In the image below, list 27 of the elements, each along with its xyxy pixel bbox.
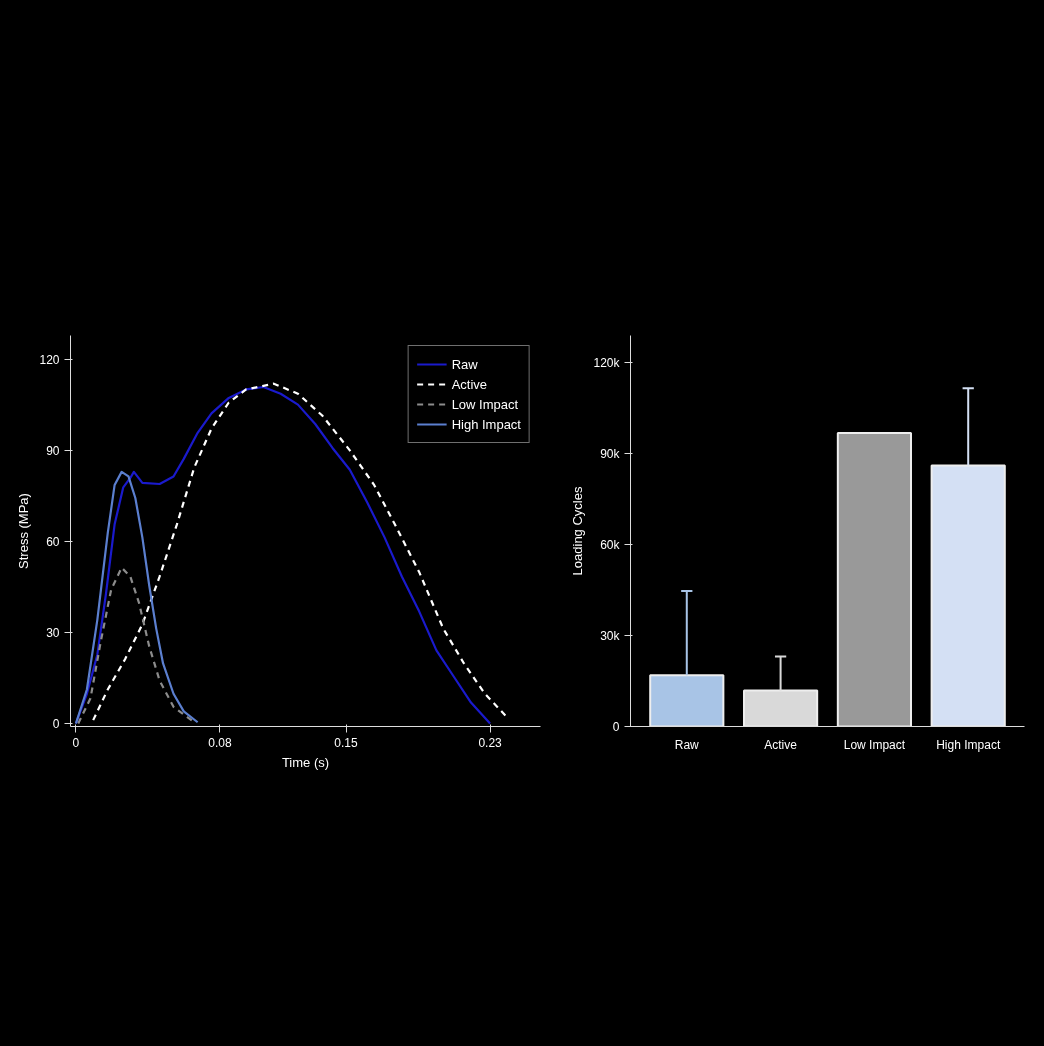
- x-tick-label: 0: [72, 735, 80, 750]
- y-tick-label: 30k: [600, 628, 621, 643]
- y-axis-title: Loading Cycles: [570, 486, 586, 576]
- x-tick-label: Raw: [674, 737, 700, 752]
- y-tick-label: 0: [52, 716, 60, 731]
- x-tick-label: 0.08: [208, 735, 232, 750]
- y-tick-label: 60k: [600, 537, 621, 552]
- y-tick-label: 120: [39, 353, 60, 368]
- legend-label: High Impact: [451, 416, 521, 432]
- x-tick-label: Active: [764, 737, 798, 752]
- x-tick-label: Low Impact: [843, 737, 906, 752]
- legend-label: Low Impact: [451, 396, 519, 412]
- legend-label: Raw: [451, 356, 478, 372]
- y-tick-label: 120k: [593, 355, 621, 370]
- x-axis-title: Time (s): [281, 754, 330, 770]
- y-tick-label: 90k: [600, 446, 621, 461]
- line-series: [74, 470, 199, 725]
- legend-label: Active: [451, 376, 488, 392]
- y-axis-title: Stress (MPa): [16, 493, 32, 569]
- x-tick-label: 0.15: [334, 735, 359, 750]
- y-tick-label: 30: [46, 626, 60, 641]
- bar: [836, 432, 912, 727]
- y-tick-label: 0: [612, 719, 620, 734]
- y-tick-label: 60: [46, 535, 60, 550]
- x-tick-label: 0.23: [478, 735, 503, 750]
- y-tick-label: 90: [46, 444, 60, 459]
- x-tick-label: High Impact: [936, 737, 1001, 752]
